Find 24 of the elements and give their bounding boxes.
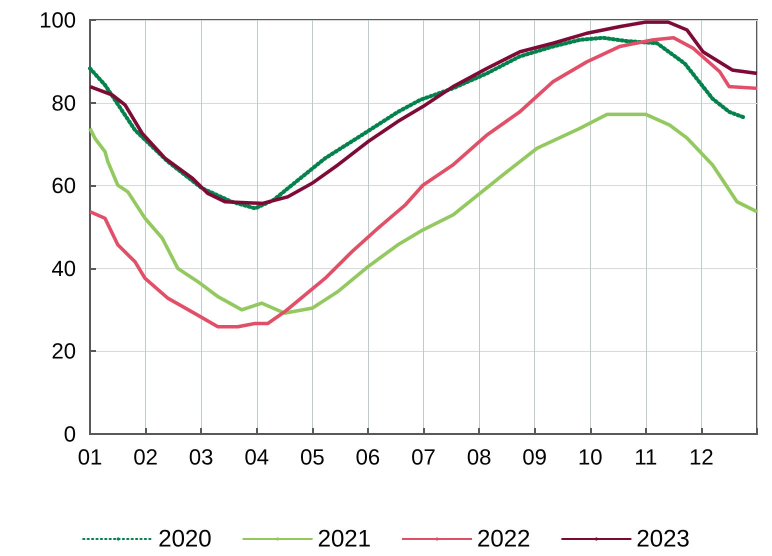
legend-label: 2022 bbox=[477, 526, 530, 552]
x-tick-label: 08 bbox=[466, 444, 492, 470]
x-tick-label: 12 bbox=[689, 444, 714, 470]
x-tick-label: 09 bbox=[522, 444, 547, 470]
x-tick-label: 11 bbox=[634, 444, 658, 470]
y-tick-label: 0 bbox=[64, 422, 76, 446]
y-tick-label: 40 bbox=[52, 256, 76, 281]
line-series bbox=[88, 112, 759, 315]
x-tick-label: 07 bbox=[411, 444, 436, 470]
y-tick-label: 100 bbox=[39, 8, 76, 32]
legend-label: 2020 bbox=[158, 526, 212, 552]
x-tick-label: 02 bbox=[133, 444, 158, 470]
line-series bbox=[88, 36, 759, 329]
legend-label: 2023 bbox=[636, 526, 690, 552]
x-tick-label: 05 bbox=[300, 444, 325, 470]
legend-label: 2021 bbox=[318, 526, 371, 552]
x-tick-label: 04 bbox=[244, 444, 269, 470]
y-tick-label: 60 bbox=[52, 173, 76, 198]
x-tick-label: 10 bbox=[578, 444, 602, 470]
y-tick-label: 20 bbox=[52, 338, 76, 364]
y-tick-label: 80 bbox=[52, 90, 76, 116]
x-tick-label: 01 bbox=[78, 444, 102, 470]
x-tick-label: 03 bbox=[188, 444, 214, 470]
x-tick-label: 06 bbox=[356, 444, 380, 470]
